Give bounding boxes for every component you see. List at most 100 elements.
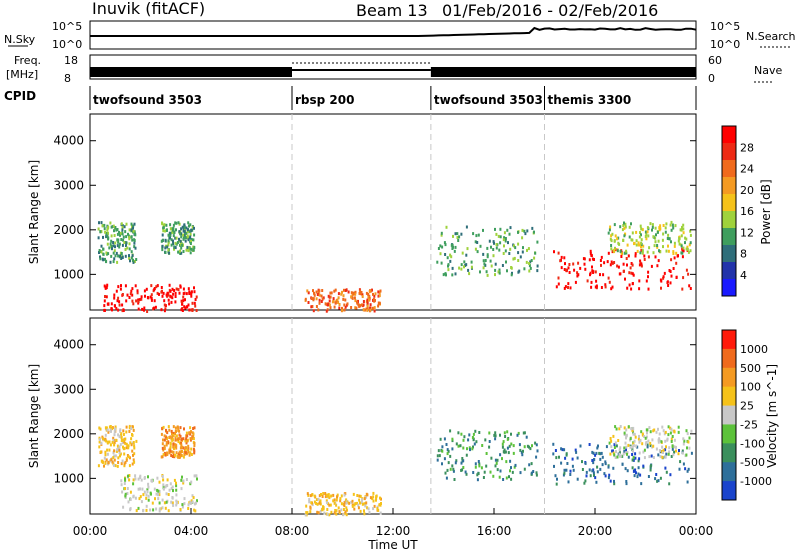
data-cell (189, 426, 192, 430)
data-cell (107, 225, 110, 229)
data-cell (111, 440, 114, 444)
data-cell (172, 431, 175, 435)
data-cell (604, 283, 607, 287)
data-cell (451, 464, 454, 468)
data-cell (638, 440, 641, 444)
data-cell (446, 448, 449, 452)
data-cell (337, 292, 340, 296)
data-cell (610, 247, 613, 251)
data-cell (193, 441, 196, 445)
data-cell (367, 507, 370, 511)
data-cell (652, 444, 655, 448)
data-cell (670, 220, 673, 224)
data-cell (485, 464, 488, 468)
data-cell (622, 262, 625, 266)
data-cell (610, 445, 613, 449)
data-cell (646, 431, 648, 435)
data-cell (193, 226, 195, 230)
data-cell (436, 458, 439, 462)
data-cell (529, 447, 532, 451)
colorbar-tick-label: 8 (740, 248, 747, 261)
data-cell (132, 458, 135, 462)
data-cell (630, 427, 633, 431)
data-cell (126, 492, 129, 495)
data-cell (306, 492, 309, 496)
data-cell (563, 268, 566, 271)
data-cell (490, 245, 492, 249)
data-cell (671, 445, 674, 448)
data-cell (596, 446, 599, 450)
data-cell (377, 301, 380, 305)
data-cell (182, 287, 185, 291)
data-cell (112, 451, 115, 455)
data-cell (564, 262, 566, 266)
data-cell (466, 447, 468, 451)
data-cell (633, 474, 636, 478)
data-cell (669, 223, 672, 227)
velocity-ylabel: Slant Range [km] (27, 364, 41, 468)
data-cell (510, 273, 513, 277)
data-cell (598, 451, 601, 455)
data-cell (504, 450, 507, 454)
data-cell (629, 266, 632, 270)
data-cell (191, 431, 194, 435)
data-cell (648, 426, 651, 430)
data-cell (133, 238, 136, 242)
data-cell (439, 244, 442, 248)
data-cell (451, 266, 454, 270)
data-cell (162, 453, 165, 457)
colorbar-tick-label: 16 (740, 205, 754, 218)
data-cell (632, 442, 635, 446)
data-cell (190, 290, 193, 294)
data-cell (190, 430, 192, 434)
data-cell (107, 302, 110, 306)
data-cell (441, 449, 444, 453)
data-cell (592, 451, 595, 455)
data-cell (171, 455, 174, 458)
data-cell (654, 477, 657, 481)
data-cell (661, 238, 664, 242)
data-cell (533, 256, 536, 260)
data-cell (652, 429, 655, 433)
data-cell (327, 294, 330, 298)
data-cell (611, 261, 614, 265)
data-cell (480, 466, 483, 470)
data-cell (623, 251, 626, 255)
data-cell (177, 455, 180, 459)
data-cell (193, 426, 196, 430)
colorbar-swatch (722, 126, 736, 144)
data-cell (527, 247, 530, 251)
data-cell (187, 503, 190, 507)
data-cell (655, 233, 657, 237)
data-cell (104, 433, 107, 437)
data-cell (447, 264, 449, 268)
data-cell (124, 230, 127, 234)
data-cell (633, 241, 636, 245)
data-cell (164, 485, 167, 489)
data-cell (167, 239, 170, 243)
data-cell (114, 226, 117, 229)
data-cell (569, 286, 572, 290)
data-cell (658, 437, 661, 441)
data-cell (526, 444, 529, 448)
data-cell (354, 299, 357, 303)
data-cell (610, 439, 613, 443)
data-cell (482, 228, 484, 232)
data-cell (563, 256, 566, 260)
data-cell (437, 449, 440, 453)
data-cell (635, 239, 638, 243)
data-cell (175, 221, 178, 225)
data-cell (176, 425, 179, 429)
data-cell (623, 234, 626, 238)
data-cell (189, 242, 192, 245)
power-ylabel: Slant Range [km] (27, 160, 41, 264)
data-cell (128, 464, 131, 468)
data-cell (563, 448, 566, 452)
data-cell (472, 432, 475, 436)
data-cell (181, 225, 184, 229)
data-cell (196, 477, 198, 481)
data-cell (120, 238, 123, 241)
data-cell (445, 225, 448, 229)
data-cell (632, 458, 635, 462)
data-cell (313, 293, 316, 297)
